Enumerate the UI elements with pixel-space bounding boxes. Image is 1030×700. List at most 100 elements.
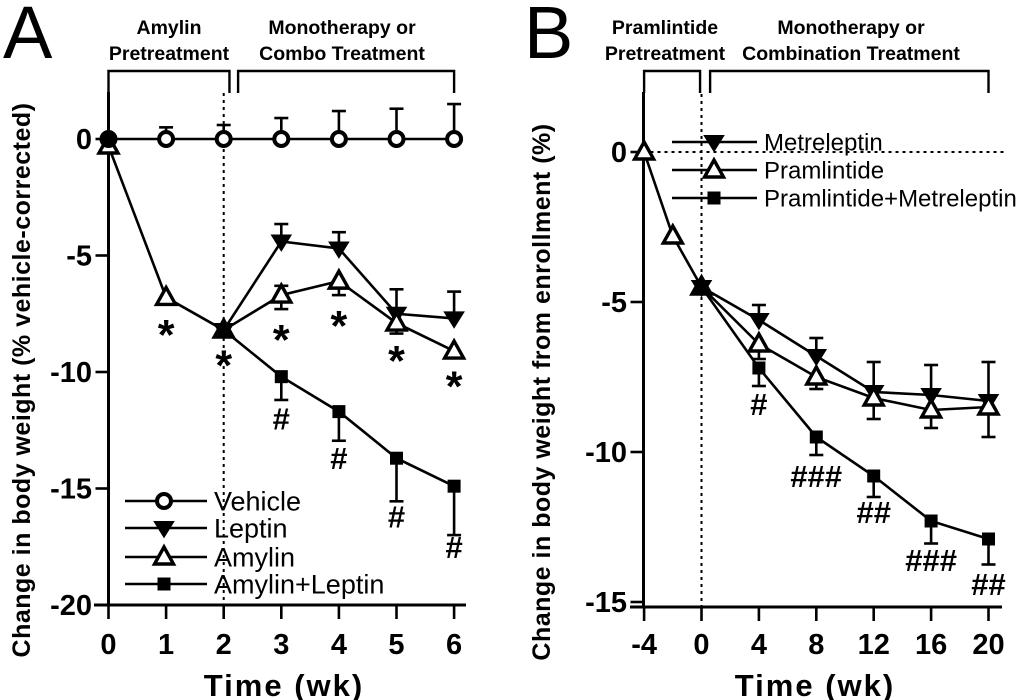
panel-b-x-axis-title: Time (wk) bbox=[734, 668, 896, 700]
panel-b-treatment-bracket-label: Monotherapy or Combination Treatment bbox=[716, 15, 986, 67]
panel-a-axes: 0-5-10-15-200 1 2 3 4 5 6 bbox=[50, 92, 466, 661]
panel-b-hash-mark: # bbox=[750, 387, 767, 422]
bracket-label-line1: Monotherapy or bbox=[777, 17, 925, 39]
panel-a-x-tick-label: 5 bbox=[388, 629, 404, 661]
panel-a-asterisk-mark: * bbox=[273, 316, 290, 364]
panel-a-legend-label: Amylin+Leptin bbox=[214, 569, 384, 599]
panel-b-y-axis-title: Change in body weight from enrollment (%… bbox=[528, 123, 556, 661]
panel-b-y-tick-label: -15 bbox=[585, 587, 627, 619]
panel-a-y-tick-label: 0 bbox=[76, 124, 92, 156]
panel-b-legend-item-metreleptin: Metreleptin bbox=[672, 129, 883, 156]
panel-b-hash-mark: ### bbox=[790, 459, 842, 494]
panel-a-series-amylin-leptin bbox=[217, 323, 462, 537]
panel-a-x-tick-label: 1 bbox=[158, 629, 174, 661]
panel-b-hash-mark: ## bbox=[971, 567, 1005, 602]
panel-b-hash-mark: ## bbox=[856, 495, 890, 530]
panel-a-hash-mark: # bbox=[445, 530, 462, 565]
panel-a-hash-mark: # bbox=[388, 499, 405, 534]
panel-b-phase-brackets bbox=[642, 69, 990, 93]
panel-a-series-amylin-error-bars bbox=[274, 281, 462, 360]
bracket-label-line2: Pretreatment bbox=[108, 43, 230, 65]
panel-a-y-tick-label: -15 bbox=[50, 474, 92, 506]
panel-a-phase-bracket bbox=[107, 69, 231, 93]
panel-a-series-amylin-leptin-markers bbox=[217, 323, 461, 493]
panel-a-overlap-markers bbox=[99, 130, 118, 148]
panel-a-series-vehicle-markers bbox=[157, 130, 464, 148]
panel-a-y-tick-label: -5 bbox=[66, 241, 92, 273]
bracket-label-line1: Pramlintide bbox=[611, 17, 719, 39]
panel-a-x-tick-label: 6 bbox=[446, 629, 462, 661]
panel-a-asterisk-mark: * bbox=[388, 337, 405, 385]
panel-a-pretreatment-bracket-label: Amylin Pretreatment bbox=[59, 15, 279, 67]
bracket-label-line2: Combination Treatment bbox=[742, 43, 960, 65]
panel-a-asterisk-mark: * bbox=[158, 312, 175, 360]
panel-a-y-axis-title: Change in body weight (% vehicle-correct… bbox=[8, 102, 36, 658]
panel-b-legend: MetreleptinPramlintidePramlintide+Metrel… bbox=[672, 129, 1017, 212]
panel-b-letter: B bbox=[524, 0, 574, 74]
panel-a-hash-mark: # bbox=[330, 441, 347, 476]
panel-b-reference-lines bbox=[643, 94, 1006, 607]
panel-a-legend-item-vehicle: Vehicle bbox=[125, 486, 301, 516]
panel-a-asterisk-mark: * bbox=[446, 363, 463, 411]
panel-a-series-amylin-markers bbox=[96, 132, 467, 360]
panel-b-series-metreleptin bbox=[690, 280, 1000, 412]
panel-b-phase-bracket bbox=[642, 69, 702, 93]
panel-b-significance-marks: ########### bbox=[750, 387, 1005, 602]
panel-a-asterisk-mark: * bbox=[331, 302, 348, 350]
panel-a-phase-bracket bbox=[236, 69, 456, 93]
panel-a-y-tick-label: -10 bbox=[50, 357, 92, 389]
panel-a-series-amylin bbox=[96, 132, 467, 360]
panel-a-legend-item-amylin: Amylin bbox=[125, 542, 295, 572]
panel-a-x-tick-label: 3 bbox=[273, 629, 289, 661]
panel-a: 0-5-10-15-200 1 2 3 4 5 6*** ***####VehicleLept… bbox=[50, 69, 467, 661]
panel-b-legend-label: Pramlintide+Metreleptin bbox=[764, 185, 1017, 212]
panel-a-x-tick-label: 2 bbox=[216, 629, 232, 661]
panel-b-y-tick-label: -10 bbox=[585, 437, 627, 469]
panel-b-axes: 0 -5 -10 -15-4 0 4 8 12 16 20 bbox=[585, 92, 1005, 661]
panel-a-significance-marks: * * * * * * # # # # bbox=[158, 302, 463, 564]
panel-a-series-amylin-leptin-error-bars bbox=[274, 376, 462, 537]
panel-a-y-tick-label: -20 bbox=[50, 590, 92, 622]
panel-a-legend-label: Amylin bbox=[214, 542, 295, 572]
panel-a-legend-label: Vehicle bbox=[214, 486, 301, 516]
panel-b-y-tick-label: -5 bbox=[601, 287, 627, 319]
panel-b-legend-item-pramlintide-metreleptin: Pramlintide+Metreleptin bbox=[672, 185, 1017, 212]
panel-b-x-tick-label: 16 bbox=[915, 629, 947, 661]
panel-a-letter: A bbox=[3, 0, 53, 74]
panel-b-x-tick-label: 12 bbox=[858, 629, 890, 661]
panel-a-legend-item-amylin-leptin: Amylin+Leptin bbox=[125, 569, 384, 599]
panel-b-pretreatment-bracket-label: Pramlintide Pretreatment bbox=[555, 15, 775, 67]
panel-a-x-axis-title: Time (wk) bbox=[203, 668, 365, 700]
panel-b: 0-5-10-15-4 0 4 8 12 16 20###########Metrelept… bbox=[585, 69, 1017, 661]
panel-b-phase-bracket bbox=[708, 69, 990, 93]
panel-a-legend-label: Leptin bbox=[214, 513, 288, 543]
panel-b-legend-label: Pramlintide bbox=[764, 157, 884, 184]
panel-a-hash-mark: # bbox=[273, 402, 290, 437]
panel-b-series-pramlintide-metreleptin-line bbox=[700, 286, 989, 541]
panel-b-x-tick-label: -4 bbox=[631, 629, 657, 661]
panel-b-series-pramlintide-metreleptin-markers bbox=[695, 280, 995, 546]
panel-b-x-tick-label: 8 bbox=[808, 629, 824, 661]
panel-b-x-tick-label: 4 bbox=[751, 629, 767, 661]
panel-a-x-tick-label: 4 bbox=[331, 629, 347, 661]
panel-a-asterisk-mark: * bbox=[215, 342, 232, 390]
panel-b-legend-label: Metreleptin bbox=[764, 129, 883, 156]
panel-b-legend-item-pramlintide: Pramlintide bbox=[672, 156, 884, 184]
panel-a-legend-item-leptin: Leptin bbox=[125, 513, 288, 543]
panel-b-y-tick-label: 0 bbox=[611, 137, 627, 169]
panel-a-phase-brackets bbox=[107, 69, 456, 93]
panel-a-treatment-bracket-label: Monotherapy or Combo Treatment bbox=[212, 15, 472, 67]
panel-a-series-vehicle bbox=[108, 102, 464, 148]
panel-b-series-metreleptin-markers bbox=[690, 280, 1000, 412]
panel-a-series-vehicle-error-bars bbox=[159, 102, 462, 139]
panel-b-series-pramlintide-metreleptin bbox=[695, 280, 996, 566]
panel-a-x-tick-label: 0 bbox=[100, 629, 116, 661]
bracket-label-line2: Combo Treatment bbox=[259, 43, 425, 65]
panel-b-series-metreleptin-line bbox=[700, 285, 989, 403]
bracket-label-line1: Monotherapy or bbox=[268, 17, 416, 39]
panel-a-series-leptin-markers bbox=[212, 234, 465, 341]
panel-a-series-leptin-error-bars bbox=[274, 222, 462, 319]
